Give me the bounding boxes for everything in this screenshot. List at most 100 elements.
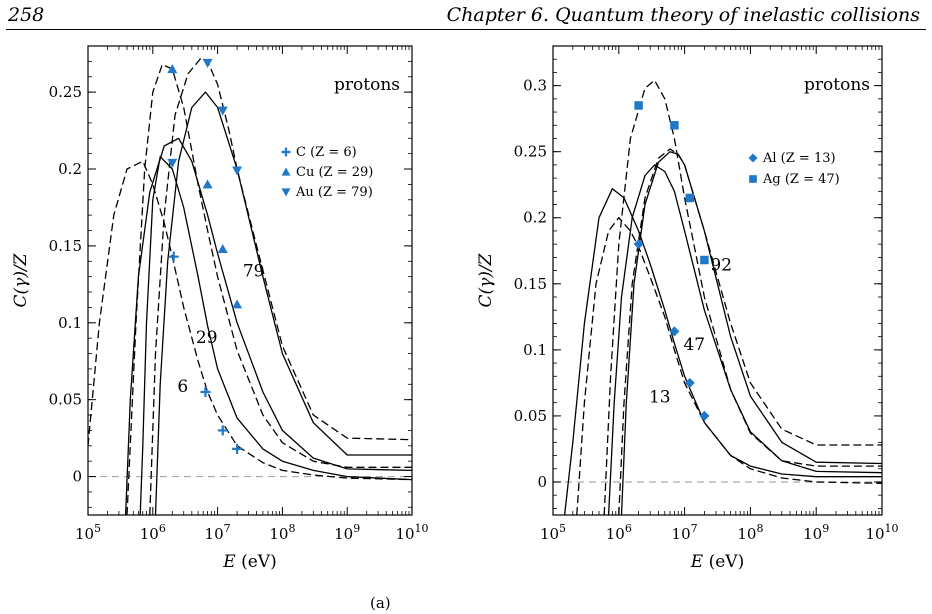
solid-curve-1	[139, 156, 412, 515]
square-marker-1	[634, 101, 643, 110]
y-tick-label: 0.25	[514, 143, 547, 161]
curve-label: 92	[710, 256, 732, 276]
x-tick-base: 10	[140, 525, 159, 543]
x-axis-unit: (eV)	[236, 552, 277, 572]
page-number: 258	[8, 4, 45, 26]
y-tick-label: 0.25	[49, 83, 82, 101]
x-tick-base: 10	[803, 525, 822, 543]
chart-1: 105 106 107 108 109 101000.050.10.150.20.25E …	[11, 45, 429, 572]
curve-label: 13	[649, 388, 671, 408]
x-tick-exponent: 9	[822, 522, 829, 535]
x-tick-label: 108	[737, 522, 763, 543]
x-tick-label: 109	[803, 522, 829, 543]
figure-caption: (a)	[370, 594, 391, 612]
solid-curve-3	[154, 91, 412, 515]
triangle-down-legend-marker	[281, 188, 291, 197]
dashed-curve-5	[126, 63, 412, 515]
x-tick-label: 106	[606, 522, 632, 543]
solid-curve-3	[620, 151, 882, 515]
header-rule	[6, 29, 926, 30]
legend-entry: Ag (Z = 47)	[762, 172, 840, 187]
legend-entry: Cu (Z = 29)	[296, 165, 373, 180]
plus-marker-3	[217, 425, 228, 436]
plus-marker-1	[168, 251, 179, 262]
x-tick-base: 10	[205, 525, 224, 543]
diamond-marker-2	[669, 326, 680, 337]
x-tick-base: 10	[269, 525, 288, 543]
solid-curve-2	[124, 137, 412, 515]
x-tick-exponent: 7	[691, 522, 698, 535]
x-tick-label: 105	[540, 522, 566, 543]
solid-curve-1	[563, 188, 882, 515]
x-tick-exponent: 8	[756, 522, 763, 535]
chapter-title: Chapter 6. Quantum theory of inelastic c…	[446, 4, 920, 26]
y-axis-label: C(γ)/Z	[11, 252, 31, 307]
triangle-up-legend-marker	[281, 167, 291, 176]
square-marker-2	[670, 121, 679, 130]
x-tick-exponent: 9	[353, 522, 360, 535]
x-tick-exponent: 7	[224, 522, 231, 535]
y-tick-label: 0.1	[523, 341, 547, 359]
dashed-curve-6	[618, 148, 882, 515]
x-tick-base: 10	[672, 525, 691, 543]
page-header: 258 Chapter 6. Quantum theory of inelast…	[0, 0, 932, 30]
plot-frame	[552, 45, 883, 516]
square-marker-4	[700, 255, 709, 265]
curve-label: 29	[196, 328, 218, 348]
y-tick-label: 0.05	[514, 407, 547, 425]
x-axis-variable: E	[690, 552, 704, 572]
x-axis-label: E (eV)	[690, 552, 744, 572]
square-legend-marker	[749, 175, 757, 183]
inset-label: protons	[334, 75, 400, 95]
x-tick-label: 105	[75, 522, 101, 543]
curves	[563, 79, 882, 515]
curve-label: 79	[243, 262, 265, 282]
x-tick-exponent: 8	[288, 522, 295, 535]
plus-marker-4	[232, 443, 243, 454]
x-tick-base: 10	[334, 525, 353, 543]
square-marker-3	[685, 193, 695, 203]
dashed-curve-5	[603, 79, 882, 515]
x-tick-label: 1010	[865, 522, 898, 543]
x-tick-label: 108	[269, 522, 295, 543]
x-axis-label: E (eV)	[222, 552, 276, 572]
x-tick-base: 10	[75, 525, 94, 543]
y-tick-label: 0.1	[58, 314, 82, 332]
curve-label: 47	[683, 335, 705, 355]
x-axis-unit: (eV)	[703, 552, 744, 572]
legend-entry: C (Z = 6)	[296, 145, 357, 160]
x-tick-exponent: 6	[625, 522, 632, 535]
triangle-down-marker-3	[217, 106, 228, 116]
x-axis-variable: E	[222, 552, 236, 572]
curves	[88, 57, 412, 515]
x-tick-base: 10	[606, 525, 625, 543]
legend-entry: Au (Z = 79)	[295, 185, 373, 200]
curve-label: 6	[177, 377, 188, 397]
x-tick-base: 10	[395, 525, 414, 543]
triangle-up-marker-4	[232, 299, 243, 309]
x-tick-exponent: 10	[885, 522, 899, 535]
y-axis-label: C(γ)/Z	[476, 252, 496, 307]
legend: Al (Z = 13) Ag (Z = 47)	[748, 151, 840, 187]
plus-marker-2	[200, 386, 211, 397]
triangle-down-marker-4	[232, 166, 243, 176]
diamond-marker-3	[684, 377, 695, 388]
y-tick-label: 0.2	[58, 160, 82, 178]
diamond-marker-4	[699, 410, 710, 421]
x-tick-base: 10	[737, 525, 756, 543]
x-tick-exponent: 5	[94, 522, 101, 535]
x-tick-label: 107	[205, 522, 231, 543]
x-tick-exponent: 6	[159, 522, 166, 535]
x-tick-label: 109	[334, 522, 360, 543]
x-tick-exponent: 10	[415, 522, 429, 535]
plot-frame	[87, 45, 413, 516]
solid-curve-2	[607, 164, 882, 515]
y-tick-label: 0	[537, 473, 547, 491]
figure: 105 106 107 108 109 101000.050.10.150.20.25E …	[11, 45, 899, 572]
triangle-up-marker-3	[217, 243, 228, 253]
y-tick-label: 0.15	[49, 237, 82, 255]
dashed-curve-4	[576, 217, 882, 515]
x-tick-label: 1010	[395, 522, 428, 543]
legend-entry: Al (Z = 13)	[762, 151, 836, 166]
diamond-marker-1	[633, 239, 644, 250]
